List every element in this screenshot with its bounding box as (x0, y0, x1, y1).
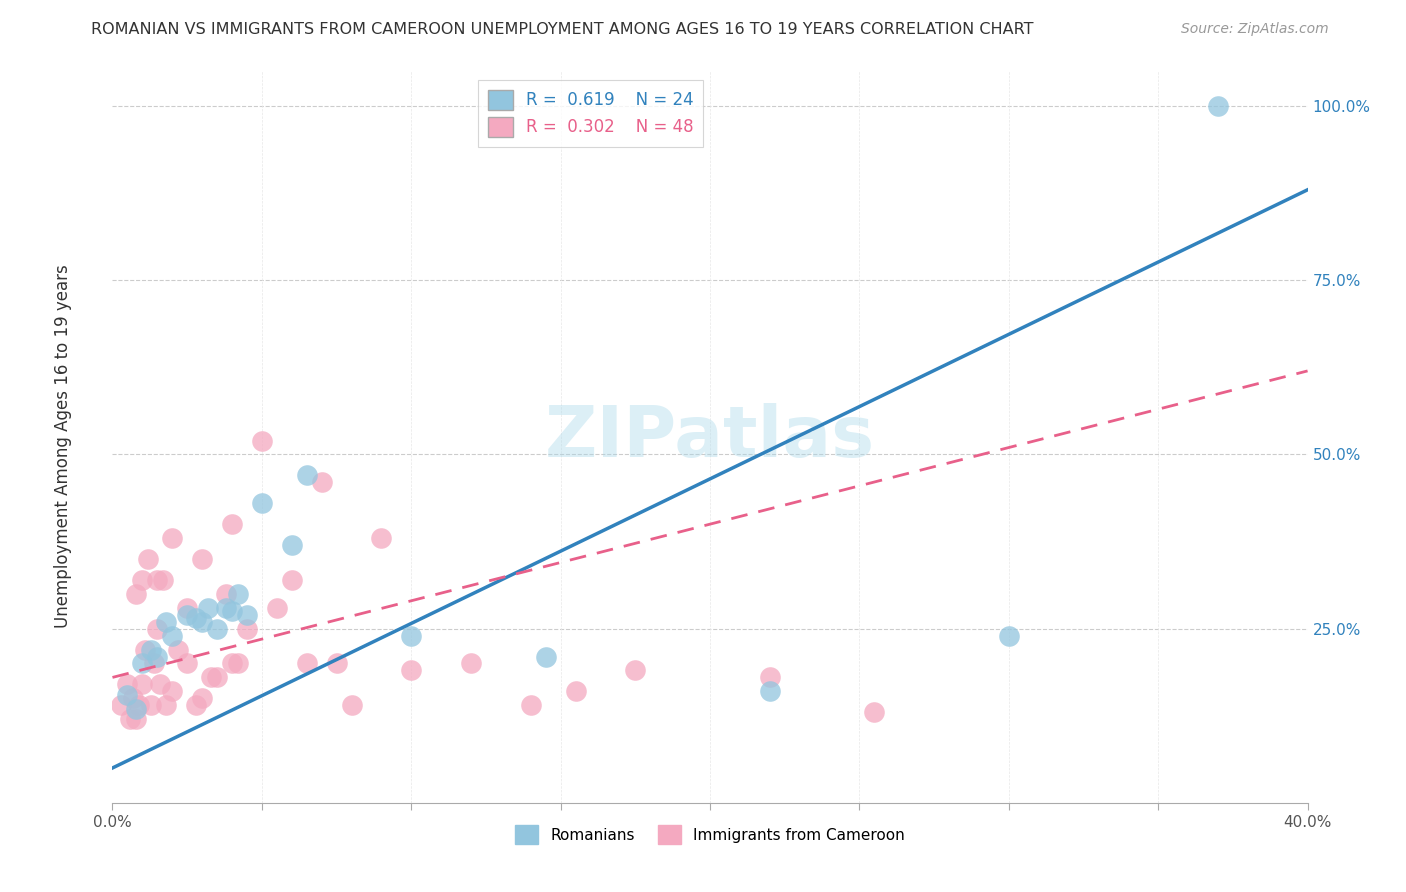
Point (236, 622, 259, 636)
Point (120, 712, 142, 726)
Point (143, 657, 166, 671)
Point (176, 657, 198, 671)
Point (460, 657, 482, 671)
Point (266, 600, 288, 615)
Text: ZIPatlas: ZIPatlas (546, 402, 875, 472)
Point (125, 702, 148, 716)
Point (250, 496, 273, 510)
Point (152, 573, 174, 587)
Point (221, 517, 243, 532)
Point (131, 573, 153, 587)
Legend: Romanians, Immigrants from Cameroon: Romanians, Immigrants from Cameroon (509, 819, 911, 850)
Point (205, 670, 228, 684)
Point (236, 607, 259, 622)
Point (155, 698, 177, 713)
Point (162, 684, 183, 698)
Point (141, 698, 163, 713)
Text: ROMANIAN VS IMMIGRANTS FROM CAMEROON UNEMPLOYMENT AMONG AGES 16 TO 19 YEARS CORR: ROMANIAN VS IMMIGRANTS FROM CAMEROON UNE… (91, 22, 1033, 37)
Point (863, 705, 886, 719)
Point (998, 629, 1021, 643)
Point (131, 677, 153, 691)
Point (281, 538, 304, 552)
Point (122, 691, 145, 706)
Point (624, 664, 647, 678)
Point (176, 600, 198, 615)
Point (221, 604, 243, 618)
Point (401, 664, 423, 678)
Point (131, 657, 153, 671)
Point (128, 698, 150, 713)
Point (125, 587, 148, 601)
Point (117, 688, 139, 702)
Point (149, 677, 172, 691)
Point (534, 649, 557, 664)
Point (295, 657, 318, 671)
Point (117, 677, 139, 691)
Point (191, 691, 214, 706)
Point (141, 642, 163, 657)
Point (197, 600, 219, 615)
Point (759, 684, 782, 698)
Point (167, 642, 190, 657)
Point (134, 642, 156, 657)
Point (370, 531, 392, 545)
Text: Source: ZipAtlas.com: Source: ZipAtlas.com (1181, 22, 1329, 37)
Point (564, 684, 586, 698)
Point (295, 468, 318, 483)
Point (191, 615, 214, 629)
Point (325, 657, 347, 671)
Point (281, 573, 304, 587)
Point (340, 698, 363, 713)
Point (759, 670, 782, 684)
Point (226, 657, 249, 671)
Point (200, 670, 222, 684)
Point (162, 629, 183, 643)
Point (250, 434, 273, 448)
Point (176, 607, 198, 622)
Point (401, 629, 423, 643)
Point (191, 552, 214, 566)
Point (146, 622, 169, 636)
Point (186, 611, 208, 625)
Point (205, 622, 228, 636)
Point (146, 573, 169, 587)
Point (520, 698, 543, 713)
Point (226, 587, 249, 601)
Point (146, 649, 169, 664)
Point (162, 531, 183, 545)
Point (155, 615, 177, 629)
Point (186, 698, 208, 713)
Point (1206, 99, 1229, 113)
Point (221, 657, 243, 671)
Point (215, 600, 238, 615)
Point (110, 698, 132, 713)
Text: Unemployment Among Ages 16 to 19 years: Unemployment Among Ages 16 to 19 years (55, 264, 72, 628)
Point (215, 587, 238, 601)
Point (125, 712, 148, 726)
Point (138, 552, 160, 566)
Point (311, 475, 333, 490)
